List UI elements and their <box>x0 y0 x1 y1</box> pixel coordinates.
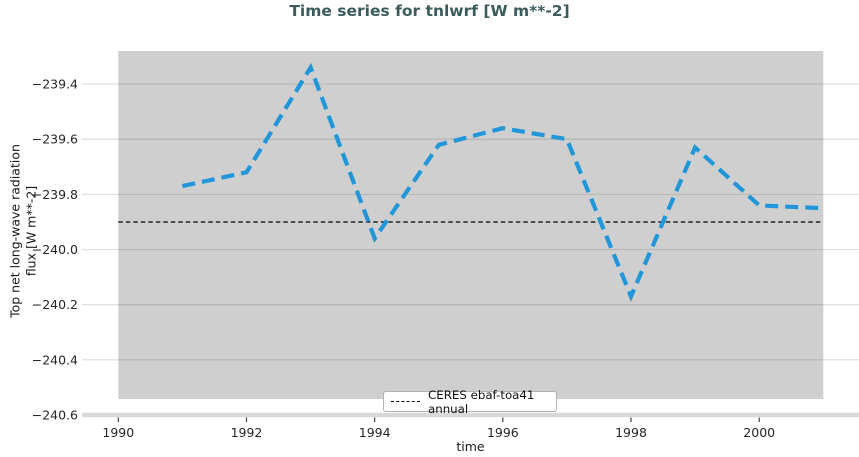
y-tick-label: −239.4 <box>32 77 78 92</box>
x-tick-label: 1992 <box>231 425 263 440</box>
y-tick-label: −240.0 <box>32 242 78 257</box>
x-tick-label: 1990 <box>102 425 134 440</box>
y-tick-label: −240.2 <box>32 297 78 312</box>
plot-panel <box>118 51 824 399</box>
y-tick-label: −240.6 <box>32 408 78 423</box>
x-axis-label: time <box>456 439 485 454</box>
dashed-line-icon <box>391 401 420 402</box>
chart-title: Time series for tnlwrf [W m**-2] <box>289 2 570 20</box>
y-tick-label: −239.8 <box>32 187 78 202</box>
y-axis-label-line2: flux [W m**-2] <box>23 185 38 277</box>
x-tick-label: 1996 <box>487 425 519 440</box>
y-tick-label: −239.6 <box>32 132 78 147</box>
y-tick-label: −240.4 <box>32 352 78 367</box>
x-tick-label: 2000 <box>743 425 775 440</box>
legend-label: CERES ebaf-toa41 annual <box>428 387 535 416</box>
x-tick-label: 1998 <box>615 425 647 440</box>
series-line-tnlwrf <box>181 62 824 302</box>
legend: CERES ebaf-toa41 annual <box>383 388 557 416</box>
y-axis-label-line1: Top net long-wave radiation <box>7 144 23 318</box>
y-axis-label: Top net long-wave radiation flux [W m**-… <box>8 144 39 318</box>
x-tick-label: 1994 <box>359 425 391 440</box>
